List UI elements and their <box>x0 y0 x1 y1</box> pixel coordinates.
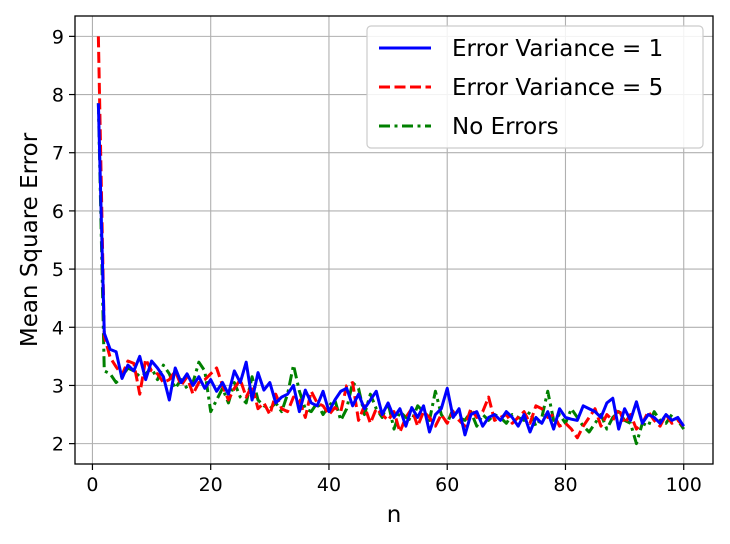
x-axis-label: n <box>387 502 402 528</box>
y-tick-label: 4 <box>52 317 64 339</box>
x-tick-label: 40 <box>317 474 341 496</box>
y-tick-label: 3 <box>52 375 64 397</box>
legend-label: Error Variance = 5 <box>452 75 663 101</box>
series-line-no-errors <box>96 103 685 446</box>
y-axis-label: Mean Square Error <box>17 132 43 347</box>
legend-box <box>366 25 704 149</box>
legend: Error Variance = 1 Error Variance = 5 No E… <box>366 25 704 149</box>
series-line-error-variance-5 <box>96 36 685 440</box>
legend-label: No Errors <box>452 114 559 140</box>
x-tick-label: 20 <box>199 474 223 496</box>
x-tick-label: 100 <box>666 474 702 496</box>
y-tick-label: 9 <box>52 26 64 48</box>
y-tick-label: 6 <box>52 201 64 223</box>
ticks: 0 20 40 60 80 100 2 3 4 5 6 7 8 9 <box>52 26 702 496</box>
series-line-error-variance-1 <box>96 103 685 437</box>
y-tick-label: 7 <box>52 143 64 165</box>
y-tick-label: 2 <box>52 434 64 456</box>
y-tick-label: 8 <box>52 85 64 107</box>
x-tick-label: 60 <box>435 474 459 496</box>
x-tick-label: 80 <box>553 474 577 496</box>
plot-frame <box>74 15 714 465</box>
legend-label: Error Variance = 1 <box>452 36 663 62</box>
x-tick-label: 0 <box>86 474 98 496</box>
y-tick-label: 5 <box>52 259 64 281</box>
series-layer <box>96 36 685 446</box>
